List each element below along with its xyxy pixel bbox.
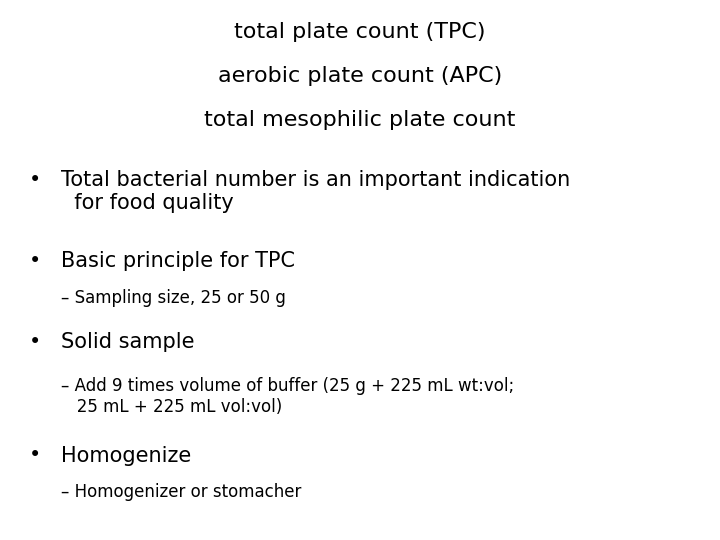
Text: Homogenize: Homogenize <box>61 446 192 465</box>
Text: Total bacterial number is an important indication
  for food quality: Total bacterial number is an important i… <box>61 170 570 213</box>
Text: •: • <box>29 170 41 190</box>
Text: aerobic plate count (APC): aerobic plate count (APC) <box>218 66 502 86</box>
Text: •: • <box>29 446 41 465</box>
Text: – Homogenizer or stomacher: – Homogenizer or stomacher <box>61 483 302 501</box>
Text: •: • <box>29 332 41 352</box>
Text: – Add 9 times volume of buffer (25 g + 225 mL wt:vol;
   25 mL + 225 mL vol:vol): – Add 9 times volume of buffer (25 g + 2… <box>61 377 515 416</box>
Text: – Sampling size, 25 or 50 g: – Sampling size, 25 or 50 g <box>61 289 286 307</box>
Text: total plate count (TPC): total plate count (TPC) <box>234 22 486 42</box>
Text: Basic principle for TPC: Basic principle for TPC <box>61 251 295 271</box>
Text: •: • <box>29 251 41 271</box>
Text: Solid sample: Solid sample <box>61 332 194 352</box>
Text: total mesophilic plate count: total mesophilic plate count <box>204 110 516 130</box>
